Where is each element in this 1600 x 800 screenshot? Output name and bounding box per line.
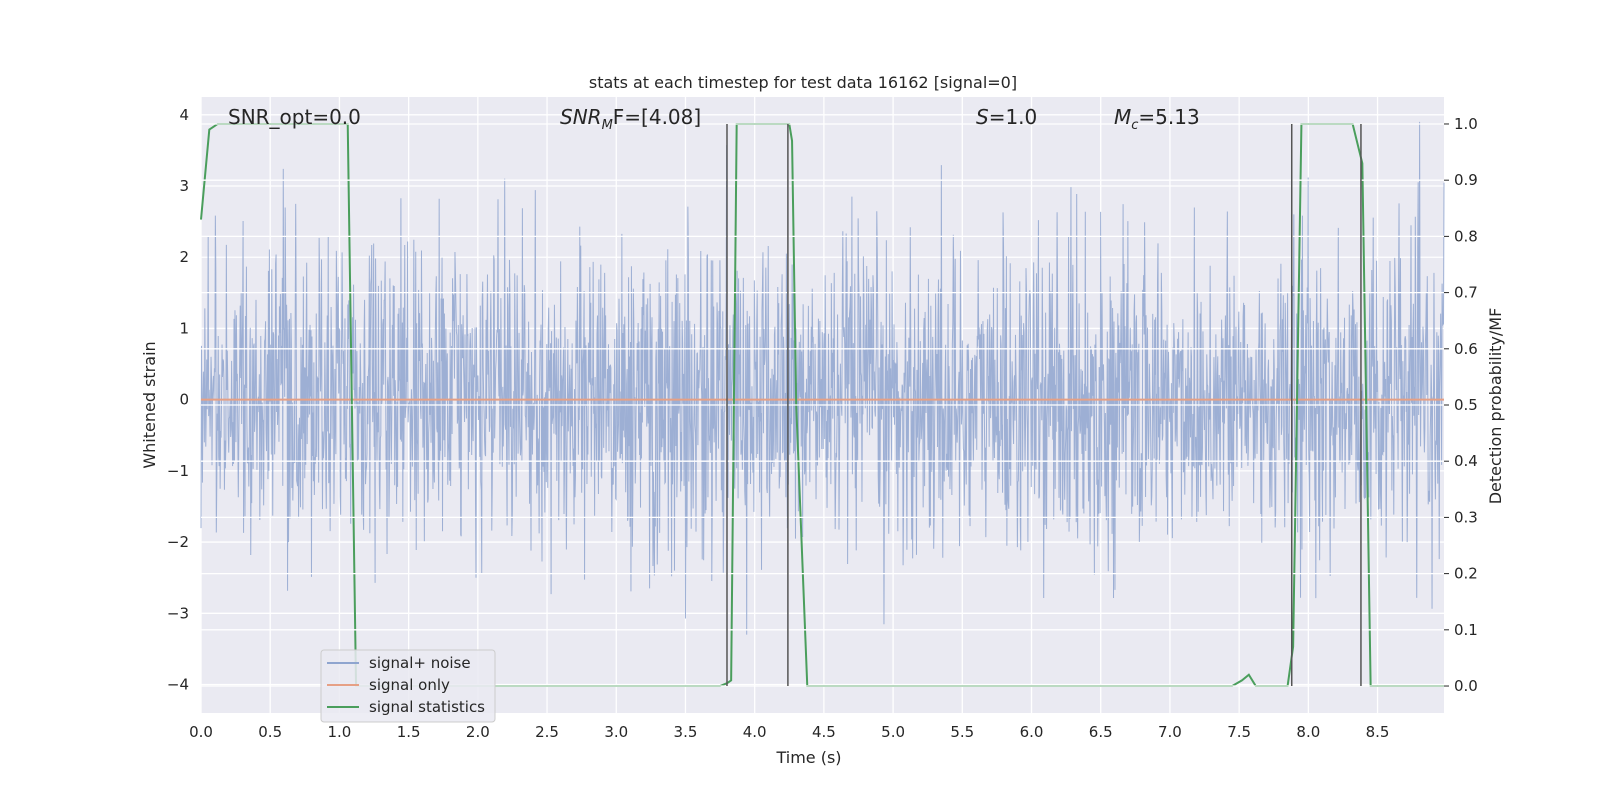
marker-lines bbox=[201, 123, 1444, 687]
y-tick-label-right: 0.7 bbox=[1454, 284, 1478, 302]
mc-rest: =5.13 bbox=[1138, 105, 1199, 129]
signal-noise-line bbox=[200, 121, 1445, 635]
legend-label-stats: signal statistics bbox=[369, 698, 485, 716]
y-tick-label-right: 0.4 bbox=[1454, 452, 1478, 470]
y-tick-label-right: 0.3 bbox=[1454, 508, 1478, 526]
y-tick-label-right: 0.1 bbox=[1454, 621, 1478, 639]
y-tick-label-left: 4 bbox=[179, 106, 189, 124]
legend-box bbox=[320, 649, 496, 723]
x-tick-label: 6.5 bbox=[1089, 723, 1113, 741]
x-axis-ticks: 0.0 0.5 1.0 1.5 2.0 2.5 3.0 3.5 4.0 4.5 5.0 5.5 6.0 6… bbox=[189, 723, 1389, 741]
snr-mf-rest: F=[4.08] bbox=[613, 105, 701, 129]
snr-mf-sub: M bbox=[602, 118, 613, 133]
legend-label-noise: signal+ noise bbox=[369, 654, 471, 672]
chart-title: stats at each timestep for test data 161… bbox=[589, 73, 1017, 92]
x-tick-label: 8.0 bbox=[1296, 723, 1320, 741]
s-rest: =1.0 bbox=[989, 105, 1038, 129]
annotation-snr-mf: SNRMF=[4.08] bbox=[560, 105, 701, 133]
x-tick-label: 0.5 bbox=[258, 723, 282, 741]
y-axis-ticks-right: 0.0 0.1 0.2 0.3 0.4 0.5 0.6 0.7 0.8 0.9 1.0 bbox=[1444, 115, 1478, 695]
y-tick-label-left: −2 bbox=[167, 533, 189, 551]
y-tick-label-right: 0.8 bbox=[1454, 227, 1478, 245]
y-tick-label-left: 2 bbox=[179, 248, 189, 266]
y-tick-label-left: −3 bbox=[167, 604, 189, 622]
y-axis-label-left: Whitened strain bbox=[140, 341, 159, 468]
y-tick-label-right: 0.5 bbox=[1454, 396, 1478, 414]
x-tick-label: 1.5 bbox=[397, 723, 421, 741]
mc-base: M bbox=[1114, 105, 1131, 129]
y-tick-label-left: 0 bbox=[179, 391, 189, 409]
x-tick-label: 4.5 bbox=[812, 723, 836, 741]
x-tick-label: 7.5 bbox=[1227, 723, 1251, 741]
y-axis-ticks-left: −4 −3 −2 −1 0 1 2 3 4 bbox=[167, 106, 189, 694]
x-tick-label: 0.0 bbox=[189, 723, 213, 741]
x-tick-label: 5.0 bbox=[881, 723, 905, 741]
y-tick-label-left: −1 bbox=[167, 462, 189, 480]
signal-noise-series bbox=[200, 121, 1445, 635]
legend: signal+ noise signal only signal statist… bbox=[320, 649, 496, 723]
x-tick-label: 3.5 bbox=[674, 723, 698, 741]
x-tick-label: 3.0 bbox=[604, 723, 628, 741]
y-tick-label-left: −4 bbox=[167, 676, 189, 694]
s-base: S bbox=[976, 105, 989, 129]
legend-label-signal: signal only bbox=[369, 676, 450, 694]
x-tick-label: 2.5 bbox=[535, 723, 559, 741]
x-tick-label: 7.0 bbox=[1158, 723, 1182, 741]
x-tick-label: 8.5 bbox=[1366, 723, 1390, 741]
annotation-s: S=1.0 bbox=[976, 105, 1037, 129]
x-tick-label: 2.0 bbox=[466, 723, 490, 741]
y-tick-label-right: 0.9 bbox=[1454, 171, 1478, 189]
y-tick-label-right: 1.0 bbox=[1454, 115, 1478, 133]
x-axis-label: Time (s) bbox=[775, 748, 841, 767]
x-tick-label: 6.0 bbox=[1020, 723, 1044, 741]
y-tick-label-right: 0.2 bbox=[1454, 565, 1478, 583]
annotation-snr-opt: SNR_opt=0.0 bbox=[228, 105, 361, 129]
x-tick-label: 4.0 bbox=[743, 723, 767, 741]
x-tick-label: 5.5 bbox=[950, 723, 974, 741]
y-tick-label-right: 0.6 bbox=[1454, 340, 1478, 358]
annotation-mc: Mc=5.13 bbox=[1114, 105, 1200, 133]
y-tick-label-left: 3 bbox=[179, 177, 189, 195]
snr-mf-base: SNR bbox=[560, 105, 602, 129]
y-tick-label-left: 1 bbox=[179, 319, 189, 337]
x-tick-label: 1.0 bbox=[327, 723, 351, 741]
y-axis-label-right: Detection probability/MF bbox=[1486, 308, 1505, 505]
y-tick-label-right: 0.0 bbox=[1454, 677, 1478, 695]
mc-sub: c bbox=[1131, 118, 1138, 133]
